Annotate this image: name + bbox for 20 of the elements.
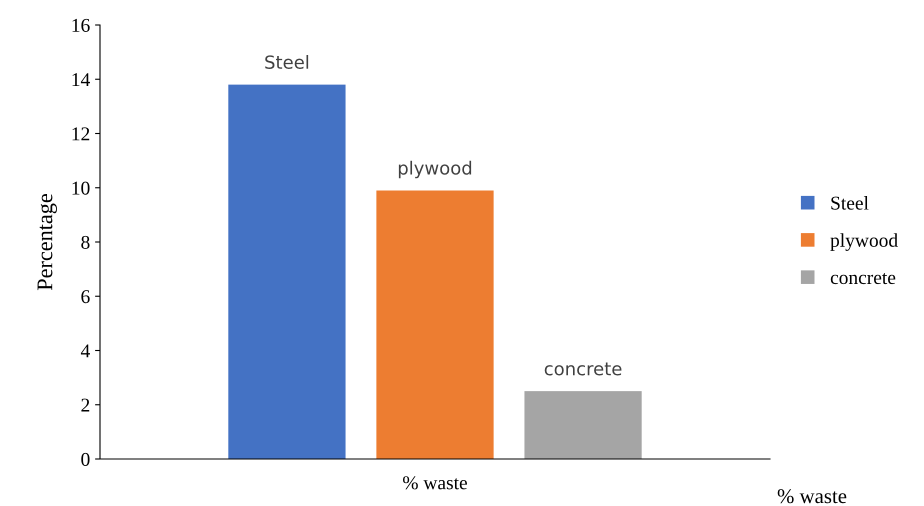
bar xyxy=(376,190,494,459)
legend-label: concrete xyxy=(830,273,896,284)
bar xyxy=(524,391,642,459)
y-tick-label: 4 xyxy=(80,344,90,358)
text: concrete xyxy=(544,362,622,376)
legend-label: plywood xyxy=(830,233,898,251)
y-tick-label: 6 xyxy=(81,290,90,304)
y-tick-label: 8 xyxy=(81,236,90,249)
y-tick-label: 12 xyxy=(72,127,90,140)
y-tick-label: 2 xyxy=(81,398,90,412)
text: Steel xyxy=(265,54,308,69)
bar xyxy=(228,84,346,459)
y-axis-title: Percentage xyxy=(38,194,57,290)
y-tick-label: 14 xyxy=(72,73,90,86)
text: plywood xyxy=(398,160,472,178)
y-tick-label: 10 xyxy=(72,182,90,195)
y-tick-label: 16 xyxy=(72,18,90,32)
x-axis-title: % waste xyxy=(778,489,846,504)
legend-label: Steel xyxy=(831,196,869,210)
y-tick-label: 0 xyxy=(81,452,90,466)
